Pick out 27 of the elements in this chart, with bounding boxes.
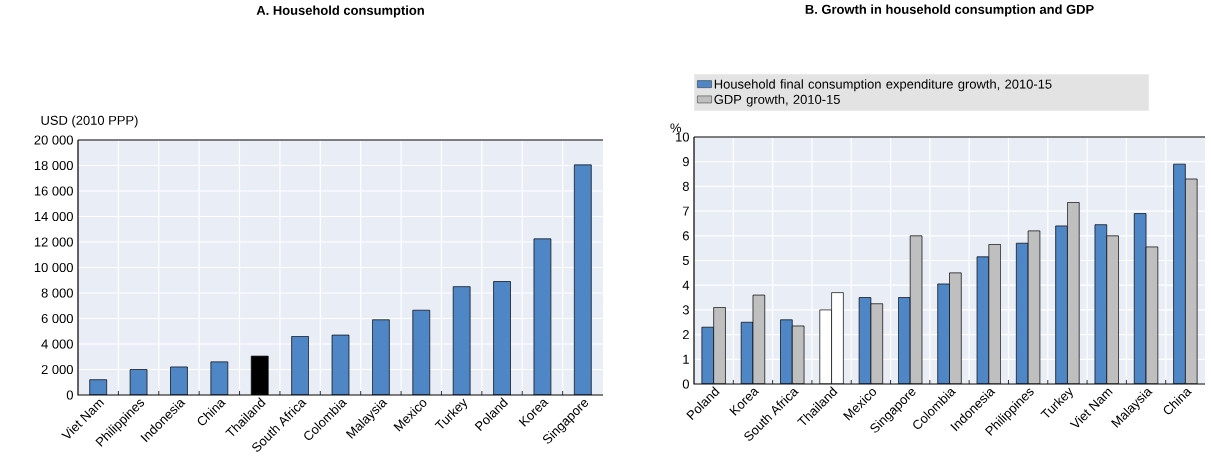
chart-title: A. Household consumption bbox=[256, 5, 424, 18]
legend-label: GDP growth, 2010-15 bbox=[714, 94, 840, 107]
y-tick-label: 16 000 bbox=[34, 186, 73, 196]
legend-label: Household final consumption expenditure growth, 2010-15 bbox=[714, 79, 1052, 92]
y-tick-label: 5 bbox=[682, 255, 689, 266]
y-axis-title: % bbox=[670, 123, 682, 133]
y-axis-title: USD (2010 PPP) bbox=[41, 115, 138, 128]
y-tick-label: 1 bbox=[683, 354, 689, 364]
y-tick-label: 6 000 bbox=[41, 313, 73, 324]
y-tick-label: 18 000 bbox=[34, 160, 73, 171]
y-tick-label: 4 bbox=[682, 280, 690, 290]
y-tick-label: 8 bbox=[682, 181, 689, 191]
y-tick-label: 3 bbox=[682, 305, 689, 315]
y-tick-label: 2 bbox=[682, 330, 689, 340]
y-tick-label: 8 000 bbox=[41, 288, 73, 298]
y-tick-label: 2 000 bbox=[41, 364, 73, 375]
y-tick-label: 10 000 bbox=[34, 262, 73, 273]
y-tick-label: 6 bbox=[682, 231, 689, 241]
y-tick-label: 20 000 bbox=[34, 135, 73, 145]
chart-title: B. Growth in household consumption and GDP bbox=[805, 4, 1094, 17]
y-tick-label: 12 000 bbox=[34, 237, 73, 247]
y-tick-label: 0 bbox=[66, 390, 73, 400]
y-tick-label: 4 000 bbox=[41, 339, 73, 349]
y-tick-label: 10 bbox=[676, 132, 689, 142]
y-tick-label: 7 bbox=[682, 206, 689, 216]
y-tick-label: 14 000 bbox=[34, 211, 73, 222]
y-tick-label: 9 bbox=[682, 157, 689, 167]
